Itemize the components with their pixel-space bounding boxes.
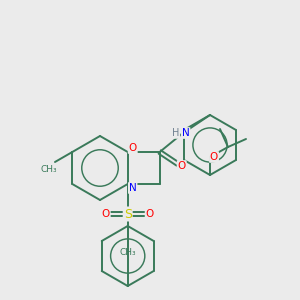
Text: H: H (172, 128, 179, 138)
Text: O: O (146, 209, 154, 219)
Text: CH₃: CH₃ (119, 248, 136, 257)
Text: O: O (210, 152, 218, 162)
Text: O: O (178, 161, 186, 171)
Text: O: O (102, 209, 110, 219)
Text: CH₃: CH₃ (41, 165, 57, 174)
Text: S: S (124, 208, 132, 220)
Text: N: N (129, 183, 136, 193)
Text: O: O (129, 143, 137, 153)
Text: N: N (182, 128, 190, 138)
